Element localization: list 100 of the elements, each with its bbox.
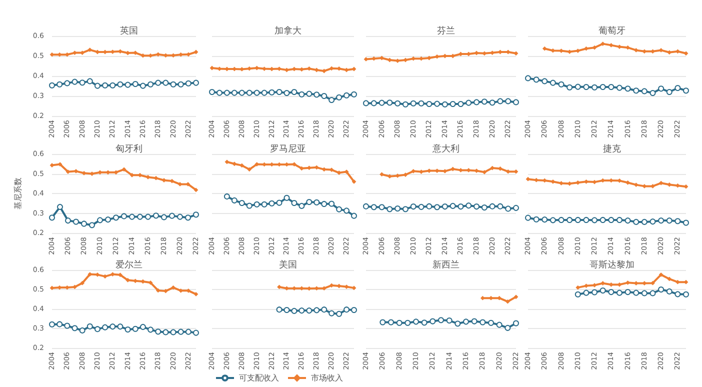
point	[262, 66, 266, 71]
point	[442, 54, 447, 58]
point	[254, 201, 260, 208]
point	[388, 319, 394, 326]
point	[641, 88, 648, 94]
point	[178, 182, 182, 186]
point	[193, 212, 199, 218]
point	[80, 50, 84, 55]
y-axis-title: 基尼系数	[13, 178, 22, 210]
chart-title: 加拿大	[274, 26, 302, 36]
point	[474, 204, 480, 210]
point	[430, 318, 436, 324]
point	[592, 283, 597, 288]
point	[684, 51, 688, 56]
point	[277, 284, 282, 289]
point	[458, 204, 464, 210]
point	[534, 178, 538, 182]
chart-title: 意大利	[432, 144, 460, 154]
chart-title: 美国	[279, 260, 297, 270]
point	[330, 168, 334, 172]
chart-title: 捷克	[603, 144, 621, 154]
point	[114, 170, 118, 174]
chart-title: 爱尔兰	[116, 260, 142, 270]
point	[238, 90, 245, 96]
point	[178, 328, 184, 335]
point	[314, 92, 320, 98]
point	[600, 287, 606, 294]
point	[194, 50, 198, 54]
line-series	[50, 162, 198, 192]
point	[674, 218, 681, 224]
point	[95, 50, 100, 54]
point	[471, 318, 478, 324]
point	[434, 204, 440, 210]
point	[291, 200, 298, 206]
point	[224, 193, 230, 200]
point	[513, 204, 519, 211]
point	[568, 182, 572, 186]
point	[94, 326, 100, 332]
point	[132, 81, 138, 87]
point	[676, 280, 680, 284]
point	[58, 162, 62, 166]
point	[566, 84, 573, 90]
point	[427, 56, 432, 60]
point	[270, 67, 274, 71]
point	[426, 203, 432, 210]
point	[64, 80, 70, 86]
point	[126, 278, 130, 282]
point	[138, 173, 142, 178]
point	[550, 217, 556, 224]
point	[608, 289, 614, 296]
point	[344, 306, 350, 313]
point	[170, 81, 176, 88]
point	[592, 84, 598, 90]
point	[533, 76, 540, 83]
point	[57, 204, 63, 210]
point	[106, 170, 110, 174]
point	[584, 284, 588, 288]
point	[314, 165, 319, 170]
point	[600, 84, 606, 90]
point	[351, 91, 357, 98]
point	[482, 170, 486, 174]
point	[600, 42, 605, 46]
point	[418, 100, 424, 106]
point	[146, 175, 150, 180]
point	[238, 200, 245, 206]
point	[481, 98, 488, 105]
point	[110, 82, 116, 88]
point	[155, 80, 162, 86]
point	[497, 296, 502, 300]
point	[344, 208, 350, 214]
point	[82, 171, 86, 176]
point	[352, 67, 356, 71]
point	[126, 51, 130, 55]
point	[148, 81, 154, 88]
point	[321, 200, 328, 207]
point	[526, 177, 530, 182]
point	[79, 80, 86, 86]
point	[307, 66, 312, 71]
point	[90, 172, 94, 176]
point	[80, 281, 84, 286]
point	[667, 276, 672, 281]
point	[616, 290, 622, 296]
point	[684, 184, 688, 189]
point	[505, 206, 512, 212]
point	[72, 78, 78, 85]
point	[292, 67, 296, 71]
point	[388, 174, 392, 178]
point	[413, 318, 419, 325]
point	[410, 100, 416, 106]
point	[633, 218, 640, 225]
point	[276, 89, 282, 95]
point	[574, 216, 581, 223]
point	[300, 67, 304, 72]
chart-title: 罗马尼亚	[270, 144, 306, 154]
point	[72, 325, 78, 332]
point	[650, 290, 656, 296]
point	[513, 320, 519, 326]
point	[328, 310, 335, 316]
point	[64, 322, 70, 329]
point	[89, 222, 95, 228]
